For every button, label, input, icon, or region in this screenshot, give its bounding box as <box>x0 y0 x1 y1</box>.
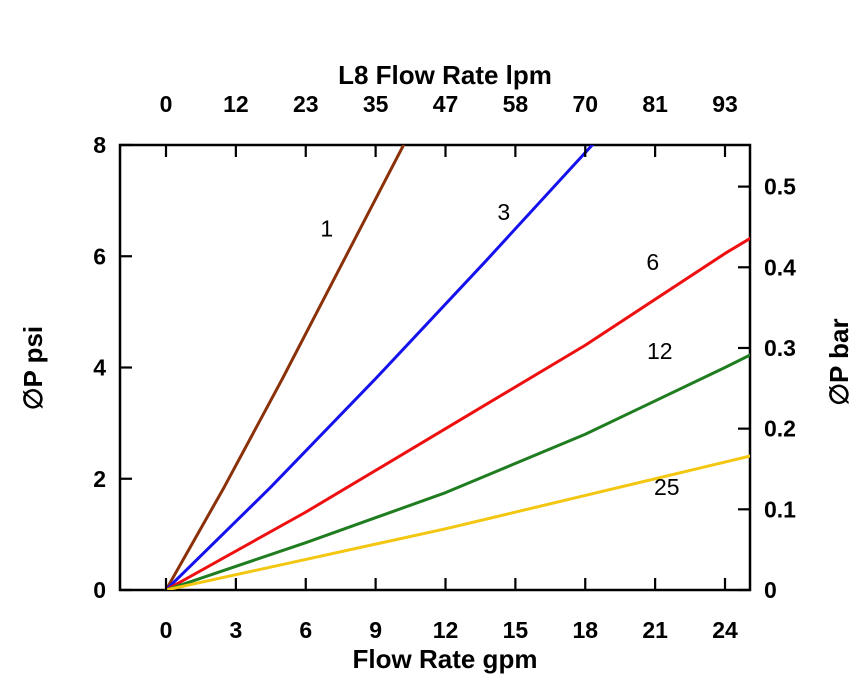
y-right-tick-label: 0.3 <box>764 335 796 361</box>
top-axis-title: L8 Flow Rate lpm <box>338 60 552 90</box>
x-top-tick-label: 58 <box>503 91 529 117</box>
x-top-tick-label: 93 <box>712 91 738 117</box>
plot-frame-rect <box>118 143 752 592</box>
tick-layer: 0 3 6 9 12 15 18 21 240 12 23 35 47 58 70 81 930246800.1… <box>93 91 796 643</box>
series-line-1 <box>164 145 406 590</box>
curve-label-25: 25 <box>654 474 680 500</box>
x-bottom-tick-label: 21 <box>642 617 668 643</box>
curve-label-12: 12 <box>647 338 673 364</box>
x-top-tick-label: 70 <box>572 91 598 117</box>
bottom-axis-title: Flow Rate gpm <box>353 644 538 674</box>
series-line-25 <box>164 454 750 590</box>
x-bottom-tick-label: 3 <box>229 617 242 643</box>
series-line-6 <box>164 236 750 590</box>
x-top-tick-label: 47 <box>433 91 459 117</box>
curve-label-6: 6 <box>646 249 659 275</box>
x-top-tick-label: 81 <box>642 91 668 117</box>
curve-label-3: 3 <box>497 199 510 225</box>
x-bottom-tick-label: 12 <box>433 617 459 643</box>
y-left-tick-label: 8 <box>93 132 106 158</box>
series-layer <box>164 145 750 590</box>
x-bottom-tick-label: 0 <box>160 617 173 643</box>
x-top-tick-label: 12 <box>223 91 249 117</box>
left-axis-title: ∅P psi <box>18 326 48 410</box>
y-right-tick-label: 0.2 <box>764 416 796 442</box>
curve-label-1: 1 <box>320 215 333 241</box>
x-bottom-tick-label: 9 <box>369 617 382 643</box>
curve-label-layer: 1 3 6 12 25 <box>320 199 679 500</box>
x-bottom-tick-label: 6 <box>299 617 312 643</box>
series-line-3 <box>164 145 594 590</box>
y-right-tick-label: 0.5 <box>764 174 796 200</box>
series-line-12 <box>164 353 750 590</box>
y-right-tick-label: 0.4 <box>764 254 796 280</box>
y-left-tick-label: 4 <box>93 355 106 381</box>
y-left-tick-label: 0 <box>93 577 106 603</box>
x-top-tick-label: 0 <box>160 91 173 117</box>
y-right-tick-label: 0 <box>764 577 777 603</box>
y-right-tick-label: 0.1 <box>764 496 796 522</box>
x-top-tick-label: 23 <box>293 91 319 117</box>
x-top-tick-label: 35 <box>363 91 389 117</box>
x-bottom-tick-label: 18 <box>572 617 598 643</box>
x-bottom-tick-label: 15 <box>503 617 529 643</box>
y-left-tick-label: 2 <box>93 466 106 492</box>
x-bottom-tick-label: 24 <box>712 617 738 643</box>
y-left-tick-label: 6 <box>93 243 106 269</box>
plot-frame <box>118 143 752 592</box>
right-axis-title: ∅P bar <box>824 318 854 405</box>
